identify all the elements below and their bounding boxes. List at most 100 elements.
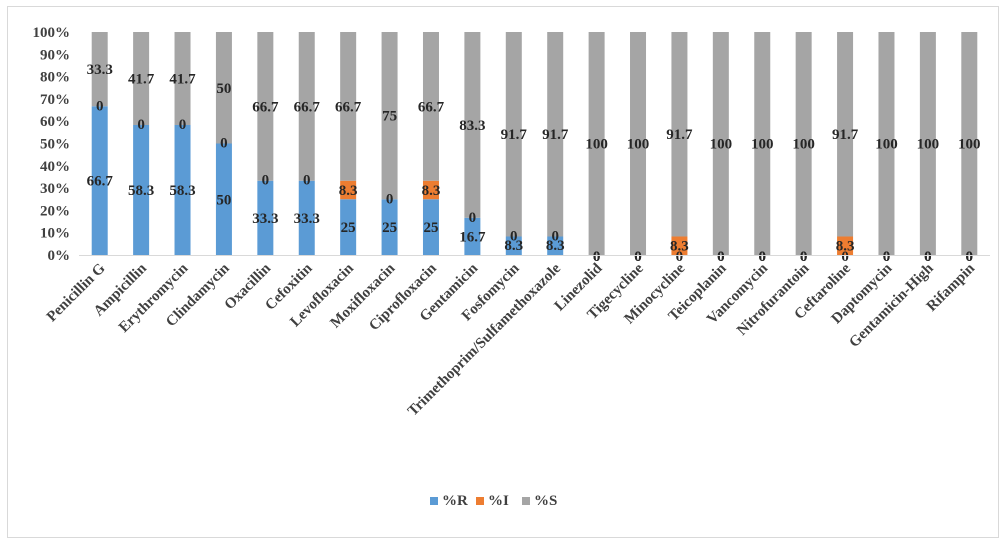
data-label-s: 100 — [585, 137, 608, 153]
bars — [91, 32, 978, 255]
bar-r — [174, 124, 191, 255]
data-label-i: 0 — [469, 210, 477, 226]
bar-r — [422, 199, 439, 255]
data-label-i: 0 — [303, 173, 311, 189]
bar-s — [754, 32, 771, 255]
bar-s — [133, 32, 150, 125]
data-label-s: 100 — [875, 137, 898, 153]
bar-s — [547, 32, 564, 237]
y-tick-label: 20% — [40, 203, 70, 219]
bar-s — [837, 32, 854, 237]
data-label-r: 0 — [841, 249, 849, 265]
data-label-i: 0 — [883, 249, 891, 265]
bar-i — [671, 236, 688, 255]
y-axis: 0% 10% 20% 30% 40% 50% 60% 70% 80% 90% 100% — [33, 25, 71, 264]
bar-s — [174, 32, 191, 125]
bar-r — [547, 236, 564, 255]
data-label-r: 0 — [759, 249, 767, 265]
data-label-s: 91.7 — [832, 127, 859, 143]
data-label-r: 25 — [423, 220, 438, 236]
bar-s — [215, 32, 232, 144]
bar-r — [340, 199, 357, 255]
data-label-s: 100 — [958, 137, 981, 153]
data-label-s: 50 — [216, 81, 231, 97]
data-label-s: 41.7 — [128, 71, 155, 87]
x-category-label: Nitrofurantoin — [734, 260, 813, 339]
y-tick-label: 90% — [40, 47, 70, 63]
bar-r — [464, 217, 481, 255]
data-label-s: 75 — [382, 109, 397, 125]
data-label-i: 0 — [137, 117, 145, 133]
y-tick-label: 70% — [40, 92, 70, 108]
data-label-i: 0 — [634, 249, 642, 265]
y-tick-label: 0% — [48, 248, 71, 264]
data-label-s: 66.7 — [418, 99, 445, 115]
y-tick-label: 30% — [40, 181, 70, 197]
data-label-r: 0 — [966, 249, 974, 265]
data-label-i: 0 — [510, 228, 518, 244]
bar-i — [837, 236, 854, 255]
data-label-r: 0 — [634, 249, 642, 265]
bar-s — [381, 32, 398, 200]
data-label-r: 33.3 — [252, 211, 278, 227]
data-label-i: 0 — [717, 249, 725, 265]
bar-r — [257, 180, 274, 255]
data-label-i: 0 — [800, 249, 808, 265]
data-label-r: 8.3 — [546, 238, 565, 254]
data-label-i: 8.3 — [422, 183, 441, 199]
bar-s — [91, 32, 108, 107]
data-label-r: 0 — [883, 249, 891, 265]
data-label-s: 100 — [710, 137, 733, 153]
legend-swatch — [476, 497, 484, 505]
y-tick-label: 100% — [33, 25, 71, 41]
data-label-i: 0 — [262, 173, 270, 189]
bar-s — [505, 32, 522, 237]
data-labels: 66.7 0 33.3 58.3 0 41.7 58.3 0 41.7 50 0 50 33.3 0 66.… — [87, 62, 981, 265]
data-label-i: 8.3 — [836, 239, 855, 255]
y-tick-label: 80% — [40, 70, 70, 86]
data-label-i: 0 — [924, 249, 932, 265]
legend-label: %I — [488, 493, 509, 509]
data-label-r: 58.3 — [128, 183, 154, 199]
bar-r — [381, 199, 398, 255]
bar-s — [630, 32, 647, 255]
data-label-i: 0 — [386, 191, 394, 207]
data-label-s: 91.7 — [501, 127, 528, 143]
legend-label: %S — [534, 493, 557, 509]
data-label-s: 66.7 — [294, 99, 321, 115]
bar-s — [712, 32, 729, 255]
bar-r — [505, 236, 522, 255]
y-tick-label: 50% — [40, 137, 70, 153]
data-label-r: 50 — [216, 192, 231, 208]
legend: %R %I %S — [430, 493, 557, 509]
data-label-i: 0 — [966, 249, 974, 265]
y-tick-label: 10% — [40, 226, 70, 242]
bar-s — [422, 32, 439, 181]
x-category-label: Trimethoprim/Sulfamethoxazole — [405, 260, 564, 419]
data-label-i: 0 — [759, 249, 767, 265]
data-label-s: 100 — [751, 137, 774, 153]
data-label-r: 0 — [924, 249, 932, 265]
bar-i — [340, 180, 357, 200]
data-label-s: 41.7 — [169, 71, 196, 87]
y-tick-label: 40% — [40, 159, 70, 175]
bar-s — [464, 32, 481, 218]
data-label-r: 58.3 — [169, 183, 195, 199]
data-label-r: 16.7 — [459, 229, 486, 245]
data-label-i: 8.3 — [670, 239, 689, 255]
data-label-r: 25 — [382, 220, 397, 236]
legend-swatch — [522, 497, 530, 505]
chart-frame — [7, 6, 999, 538]
data-label-r: 0 — [717, 249, 725, 265]
data-label-r: 25 — [341, 220, 356, 236]
data-label-i: 0 — [96, 98, 104, 114]
data-label-s: 100 — [792, 137, 815, 153]
data-label-s: 83.3 — [459, 118, 485, 134]
bar-s — [257, 32, 274, 181]
bar-r — [133, 124, 150, 255]
bar-s — [961, 32, 978, 255]
data-label-s: 100 — [917, 137, 940, 153]
bar-s — [340, 32, 357, 181]
legend-swatch — [430, 497, 438, 505]
